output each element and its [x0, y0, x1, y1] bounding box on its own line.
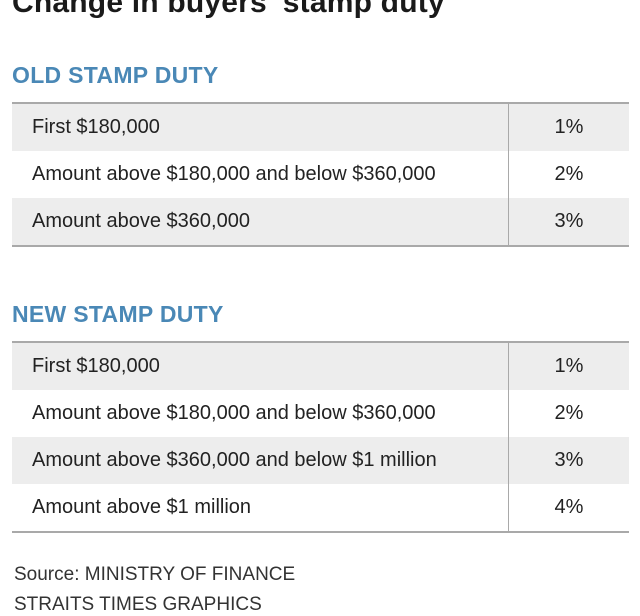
table-row: Amount above $360,000 3% — [12, 198, 629, 245]
tier-label: Amount above $180,000 and below $360,000 — [32, 402, 436, 424]
table-row: First $180,000 1% — [12, 343, 629, 390]
new-stamp-duty-heading: NEW STAMP DUTY — [12, 301, 224, 327]
source-note: Source: MINISTRY OF FINANCE — [14, 564, 296, 585]
tier-label: Amount above $360,000 — [32, 210, 250, 232]
table-row: Amount above $360,000 and below $1 milli… — [12, 437, 629, 484]
tier-label: Amount above $180,000 and below $360,000 — [32, 163, 436, 185]
graphics-credit: STRAITS TIMES GRAPHICS — [14, 594, 262, 615]
tier-rate: 1% — [508, 343, 629, 390]
table-row: Amount above $180,000 and below $360,000… — [12, 390, 629, 437]
tier-label: Amount above $360,000 and below $1 milli… — [32, 449, 437, 471]
table-row: Amount above $1 million 4% — [12, 484, 629, 531]
tier-rate: 2% — [508, 151, 629, 198]
new-stamp-duty-table: First $180,000 1% Amount above $180,000 … — [12, 341, 629, 533]
page-title: Change in buyers' stamp duty — [12, 0, 445, 19]
tier-rate: 3% — [508, 198, 629, 245]
tier-label: Amount above $1 million — [32, 496, 252, 518]
tier-rate: 4% — [508, 484, 629, 531]
old-stamp-duty-table: First $180,000 1% Amount above $180,000 … — [12, 102, 629, 247]
tier-rate: 1% — [508, 104, 629, 151]
table-row: Amount above $180,000 and below $360,000… — [12, 151, 629, 198]
tier-label: First $180,000 — [32, 116, 160, 138]
tier-rate: 3% — [508, 437, 629, 484]
tier-label: First $180,000 — [32, 355, 160, 377]
tier-rate: 2% — [508, 390, 629, 437]
table-row: First $180,000 1% — [12, 104, 629, 151]
old-stamp-duty-heading: OLD STAMP DUTY — [12, 62, 219, 88]
